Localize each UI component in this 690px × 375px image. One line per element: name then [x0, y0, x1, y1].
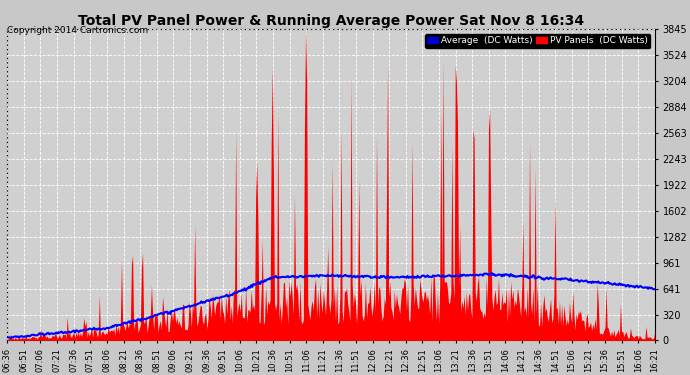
Text: Copyright 2014 Cartronics.com: Copyright 2014 Cartronics.com	[7, 26, 148, 35]
Title: Total PV Panel Power & Running Average Power Sat Nov 8 16:34: Total PV Panel Power & Running Average P…	[78, 14, 584, 28]
Legend: Average  (DC Watts), PV Panels  (DC Watts): Average (DC Watts), PV Panels (DC Watts)	[425, 34, 650, 48]
